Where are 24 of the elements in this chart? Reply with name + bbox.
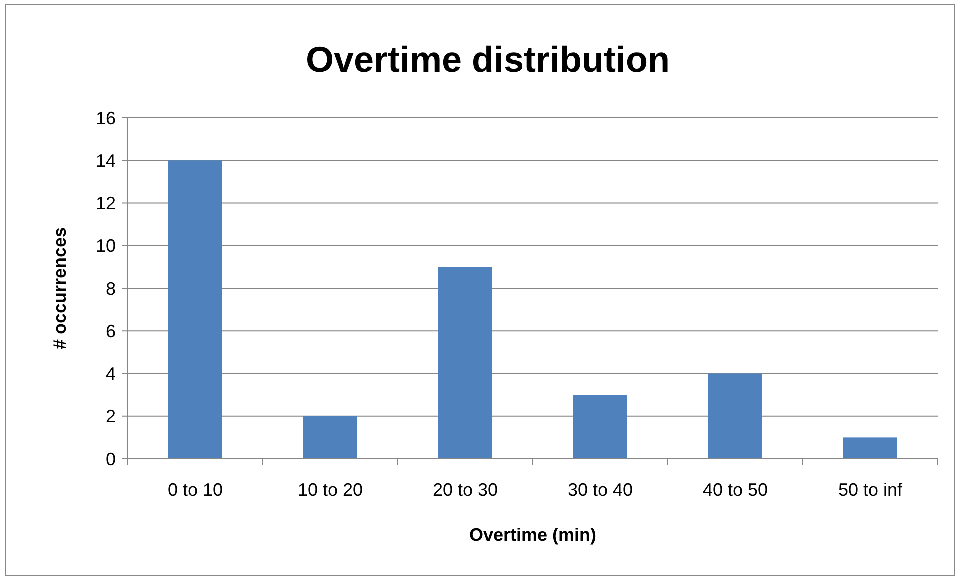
bar [574,395,628,459]
bar [708,374,762,459]
y-tick-label: 8 [106,278,116,299]
bar [438,267,492,459]
x-tick-label: 10 to 20 [298,480,364,500]
y-tick-label: 12 [96,194,116,214]
y-tick-label: 6 [106,321,116,342]
bar [304,416,358,459]
y-tick-label: 14 [96,150,116,171]
y-tick-label: 0 [106,449,116,470]
y-axis-title: # occurrences [50,227,70,350]
bar [844,438,898,459]
x-axis-title: Overtime (min) [469,525,597,545]
y-tick-label: 2 [106,406,116,427]
chart-title: Overtime distribution [306,39,670,80]
x-tick-label: 20 to 30 [432,480,498,500]
x-tick-label: 30 to 40 [568,480,634,500]
bar [168,160,222,459]
y-tick-label: 10 [96,236,116,256]
y-tick-label: 4 [106,364,116,384]
x-tick-label: 50 to inf [838,480,904,500]
x-tick-label: 0 to 10 [168,480,224,500]
x-tick-label: 40 to 50 [702,480,768,500]
y-tick-label: 16 [96,108,116,128]
